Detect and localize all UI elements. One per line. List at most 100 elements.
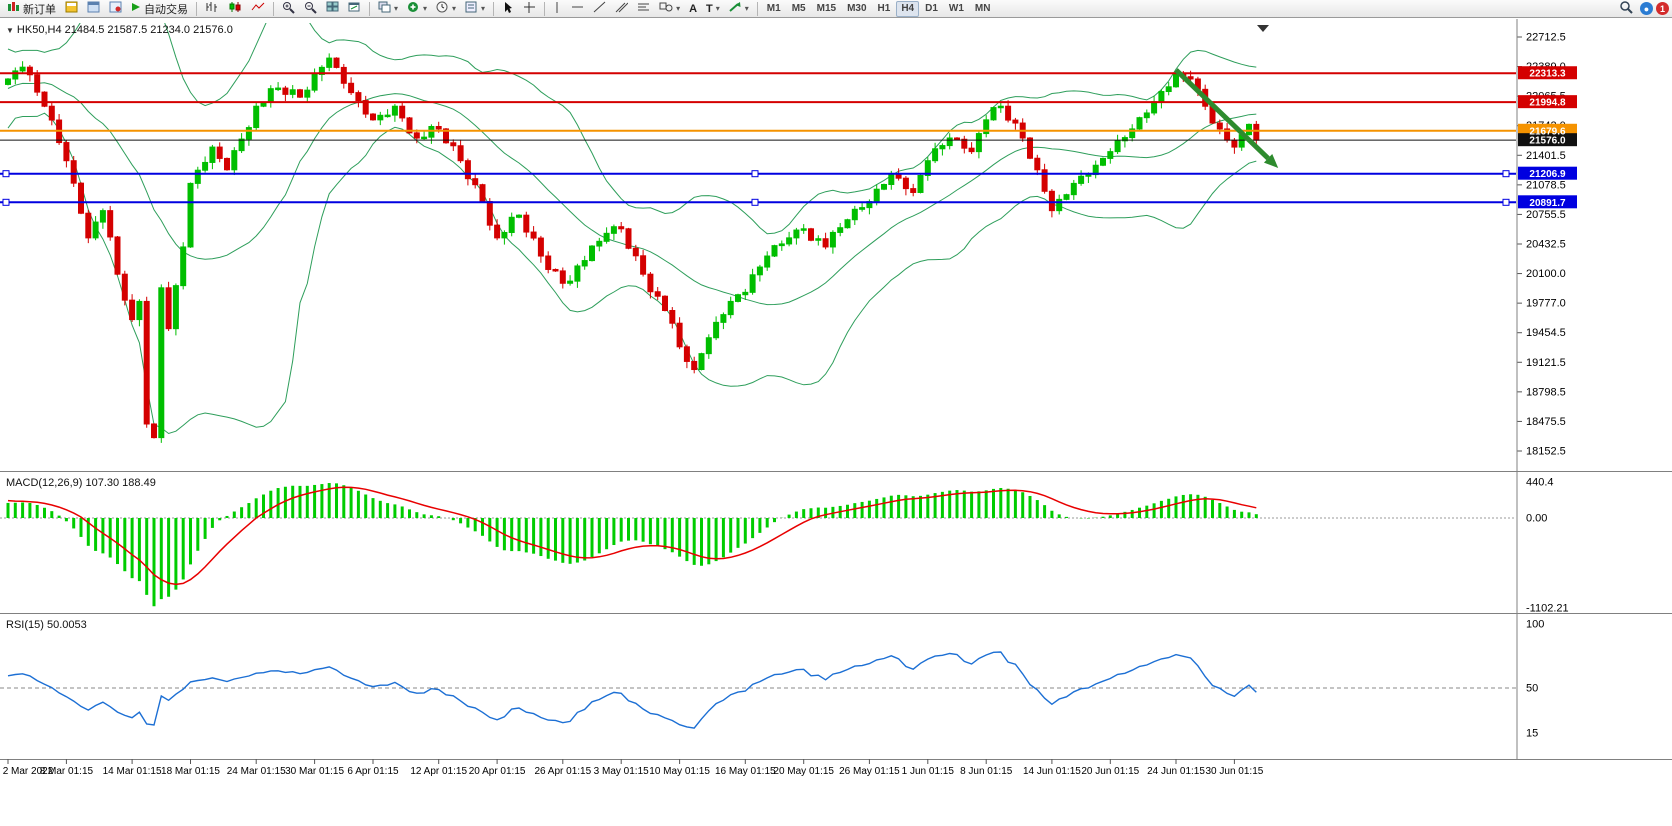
new-order-button[interactable]: 新订单	[3, 1, 60, 17]
rsi-tick: 15	[1526, 728, 1538, 740]
time-tick: 10 May 01:15	[649, 766, 710, 777]
channel-button[interactable]	[611, 1, 632, 17]
toolbar-separator	[369, 1, 370, 16]
text-label-button[interactable]: T ▾	[702, 1, 724, 17]
timeframe-W1[interactable]: W1	[944, 1, 969, 17]
hline-handle[interactable]	[751, 198, 759, 206]
hline-handle[interactable]	[1502, 170, 1510, 178]
hline-handle[interactable]	[2, 198, 10, 206]
rsi-pane[interactable]	[0, 651, 1516, 729]
time-tick: 2 Mar 2022	[3, 766, 54, 777]
fibonacci-icon	[637, 1, 650, 16]
chart-line-button[interactable]	[247, 1, 269, 17]
time-tick: 1 Jun 01:15	[902, 766, 955, 777]
periods-button[interactable]: ▾	[432, 1, 460, 17]
time-tick: 20 Apr 01:15	[469, 766, 526, 777]
price-tick: 21401.5	[1526, 150, 1566, 162]
autotrading-button[interactable]: 自动交易	[127, 1, 192, 17]
navigator-icon	[87, 1, 100, 16]
price-label-box	[1518, 133, 1577, 147]
indicators-button[interactable]: ▾	[403, 1, 431, 17]
price-tick: 18475.5	[1526, 416, 1566, 428]
chart-shift-marker[interactable]	[1257, 25, 1269, 32]
time-tick: 3 May 01:15	[594, 766, 649, 777]
hline-price-label: 20891.7	[1529, 198, 1566, 209]
bar-chart-icon	[205, 1, 219, 16]
trendline-button[interactable]	[589, 1, 610, 17]
chart-candles-button[interactable]	[224, 1, 246, 17]
account-badge[interactable]: ●	[1640, 2, 1653, 15]
timeframe-D1[interactable]: D1	[920, 1, 943, 17]
chevron-down-icon: ▾	[481, 3, 486, 13]
hline-price-label: 22313.3	[1529, 69, 1566, 80]
hline-handle[interactable]	[1502, 198, 1510, 206]
cascade-windows-button[interactable]: ▾	[374, 1, 402, 17]
timeframe-M5[interactable]: M5	[787, 1, 811, 17]
navigator-button[interactable]	[83, 1, 104, 17]
zoom-in-button[interactable]	[278, 1, 299, 17]
price-tick: 20100.0	[1526, 268, 1566, 280]
macd-tick: -1102.21	[1526, 603, 1569, 615]
shapes-icon	[659, 1, 673, 16]
trend-arrow-head[interactable]	[1263, 153, 1279, 168]
timeframe-H4[interactable]: H4	[896, 0, 920, 17]
price-tick: 19454.5	[1526, 327, 1566, 339]
timeframe-M15[interactable]: M15	[812, 1, 841, 17]
shapes-button[interactable]: ▾	[655, 1, 684, 17]
price-tick: 22712.5	[1526, 32, 1566, 44]
text-label-icon: T	[706, 2, 713, 15]
time-tick: 12 Apr 01:15	[410, 766, 467, 777]
cursor-icon	[502, 1, 514, 17]
market-watch-button[interactable]	[61, 1, 82, 17]
new-chart-button[interactable]	[344, 1, 365, 17]
notification-badge[interactable]: 1	[1656, 2, 1669, 15]
hline-handle[interactable]	[2, 170, 10, 178]
hline-handle[interactable]	[751, 170, 759, 178]
vertical-line-button[interactable]	[549, 1, 566, 17]
timeframe-H1[interactable]: H1	[873, 1, 896, 17]
text-button[interactable]: A	[685, 1, 701, 17]
timeframe-MN[interactable]: MN	[970, 1, 996, 17]
main-price-pane[interactable]	[0, 19, 1516, 443]
candles-group	[5, 53, 1260, 443]
rsi-indicator-label: RSI(15) 50.0053	[6, 619, 87, 631]
zoom-out-icon	[304, 1, 317, 17]
time-tick: 14 Mar 01:15	[103, 766, 162, 777]
bollinger-middle-band	[7, 82, 1257, 306]
macd-pane[interactable]	[0, 483, 1516, 607]
timeframe-M1[interactable]: M1	[762, 1, 786, 17]
price-label-box	[1518, 195, 1577, 209]
time-tick: 20 Jun 01:15	[1081, 766, 1139, 777]
tile-windows-button[interactable]	[322, 1, 343, 17]
time-tick: 6 Apr 01:15	[347, 766, 399, 777]
chevron-down-icon: ▾	[744, 3, 749, 13]
time-tick: 30 Mar 01:15	[285, 766, 344, 777]
macd-tick: 0.00	[1526, 513, 1547, 525]
chevron-down-icon: ▾	[423, 3, 428, 13]
chevron-down-icon: ▾	[394, 3, 399, 13]
arrows-button[interactable]: ▾	[725, 1, 753, 17]
hline-price-label: 21576.0	[1529, 136, 1566, 147]
macd-signal-line	[7, 486, 1257, 586]
trend-arrow[interactable]	[1174, 68, 1270, 161]
zoom-in-icon	[282, 1, 295, 17]
chart-bars-button[interactable]	[201, 1, 223, 17]
terminal-button[interactable]	[105, 1, 126, 17]
search-button[interactable]	[1615, 1, 1637, 17]
chevron-down-icon: ▾	[715, 3, 720, 13]
horizontal-line-button[interactable]	[567, 1, 588, 17]
toolbar-separator	[544, 1, 546, 16]
templates-button[interactable]: ▾	[461, 1, 489, 17]
zoom-out-button[interactable]	[300, 1, 321, 17]
hline-price-label: 21994.8	[1529, 98, 1566, 109]
fibonacci-button[interactable]	[633, 1, 654, 17]
timeframe-M30[interactable]: M30	[842, 1, 871, 17]
toolbar-separator	[493, 1, 495, 16]
crosshair-button[interactable]	[519, 1, 540, 17]
one-click-collapse-icon[interactable]: ▼	[6, 26, 14, 35]
cursor-button[interactable]	[498, 1, 518, 17]
